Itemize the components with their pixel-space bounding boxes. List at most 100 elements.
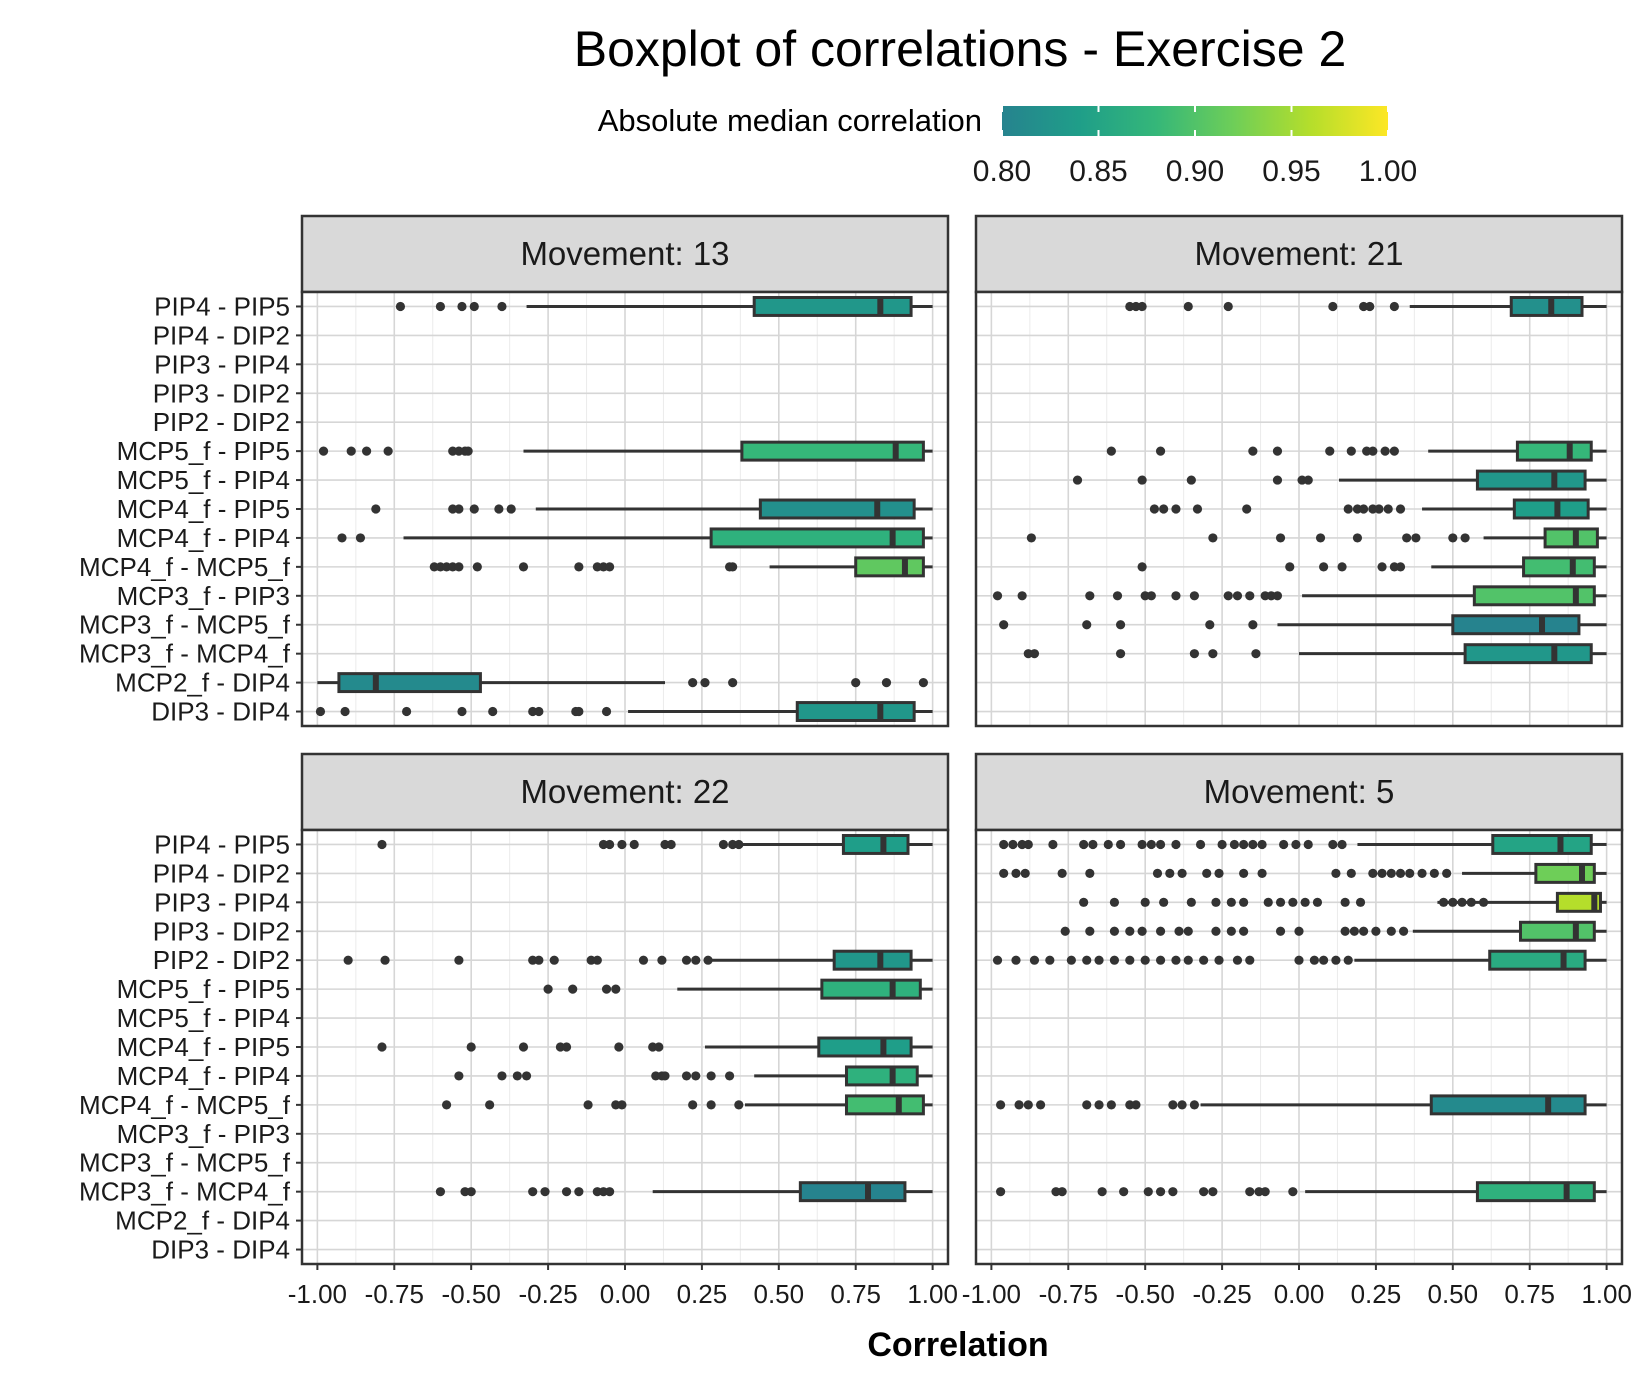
outlier-point xyxy=(1272,475,1283,485)
outlier-point xyxy=(1319,955,1329,965)
outlier-point xyxy=(1159,504,1169,514)
outlier-point xyxy=(1328,839,1338,850)
outlier-point xyxy=(1017,591,1027,601)
outlier-point xyxy=(561,1187,572,1197)
box-iqr xyxy=(841,833,910,855)
outlier-point xyxy=(1186,475,1196,485)
outlier-point xyxy=(1242,504,1252,514)
outlier-point xyxy=(1014,1100,1024,1110)
outlier-point xyxy=(1263,897,1273,907)
x-tick-label: 0.50 xyxy=(754,1279,805,1309)
outlier-point xyxy=(681,955,692,965)
outlier-point xyxy=(1137,301,1147,312)
box-iqr xyxy=(1491,833,1593,855)
outlier-point xyxy=(1248,620,1258,630)
y-tick-label: PIP3 - DIP2 xyxy=(153,916,290,946)
outlier-point xyxy=(1171,839,1181,850)
x-tick-label: 0.25 xyxy=(677,1279,728,1309)
box-mcp3-f-mcp4-f xyxy=(1023,643,1607,665)
outlier-point xyxy=(1029,649,1040,659)
outlier-point xyxy=(666,839,676,850)
outlier-point xyxy=(703,955,713,965)
outlier-point xyxy=(1457,897,1467,907)
outlier-point xyxy=(1171,504,1181,514)
outlier-point xyxy=(574,706,584,717)
outlier-point xyxy=(1294,955,1304,965)
box-mcp4-f-mcp5-f xyxy=(441,1094,933,1116)
box-pip3-pip4 xyxy=(1079,891,1607,913)
outlier-point xyxy=(1155,839,1166,850)
outlier-point xyxy=(1171,591,1181,601)
outlier-point xyxy=(521,1071,532,1081)
outlier-point xyxy=(654,1042,664,1052)
box-dip3-dip4 xyxy=(315,701,933,723)
box-pip2-dip2 xyxy=(343,949,933,971)
outlier-point xyxy=(1429,868,1439,879)
box-iqr xyxy=(1429,1094,1587,1116)
box-mcp3-f-pip3 xyxy=(992,585,1607,607)
outlier-point xyxy=(1214,955,1224,965)
outlier-point xyxy=(1248,839,1258,850)
y-tick-label: MCP4_f - PIP5 xyxy=(117,494,290,524)
box-pip2-dip2 xyxy=(992,949,1607,971)
outlier-point xyxy=(734,839,744,850)
outlier-point xyxy=(657,955,667,965)
outlier-point xyxy=(1272,446,1283,456)
outlier-point xyxy=(1137,839,1147,850)
y-tick-label: MCP4_f - PIP4 xyxy=(117,523,290,553)
y-tick-label: MCP5_f - PIP5 xyxy=(117,974,290,1004)
outlier-point xyxy=(534,955,544,965)
outlier-point xyxy=(1125,955,1135,965)
outlier-point xyxy=(1106,1100,1116,1110)
outlier-point xyxy=(1331,955,1341,965)
outlier-point xyxy=(1214,868,1224,879)
outlier-point xyxy=(1115,620,1126,630)
y-tick-label: MCP4_f - PIP4 xyxy=(117,1061,290,1091)
facet-strip xyxy=(300,752,950,832)
outlier-point xyxy=(1383,504,1393,514)
box-iqr xyxy=(844,1065,919,1087)
outlier-point xyxy=(1195,839,1206,850)
facet-strip xyxy=(974,752,1624,832)
outlier-point xyxy=(1094,955,1104,965)
outlier-point xyxy=(1257,868,1267,879)
outlier-point xyxy=(485,1100,495,1110)
outlier-point xyxy=(1343,955,1353,965)
outlier-point xyxy=(999,620,1009,630)
outlier-point xyxy=(1232,955,1243,965)
outlier-point xyxy=(1294,926,1304,936)
y-tick-label: MCP4_f - MCP5_f xyxy=(79,1090,291,1120)
outlier-point xyxy=(996,1187,1006,1197)
outlier-point xyxy=(1085,868,1095,879)
y-tick-label: DIP3 - DIP4 xyxy=(151,697,290,727)
outlier-point xyxy=(1402,533,1412,543)
outlier-point xyxy=(611,984,621,994)
x-tick-label: -1.00 xyxy=(288,1279,347,1309)
outlier-point xyxy=(1208,649,1218,659)
outlier-point xyxy=(1239,839,1249,850)
outlier-point xyxy=(1029,955,1040,965)
facet-panel-movement-21: Movement: 21 xyxy=(974,214,1624,728)
box-iqr xyxy=(832,949,913,971)
box-mcp4-f-pip5 xyxy=(377,1036,933,1058)
box-mcp5-f-pip5 xyxy=(543,978,933,1000)
box-iqr xyxy=(1451,614,1581,636)
outlier-point xyxy=(506,504,516,514)
box-pip4-pip5 xyxy=(377,833,933,855)
outlier-point xyxy=(1395,868,1406,879)
box-iqr xyxy=(1475,1181,1596,1203)
outlier-point xyxy=(435,1187,446,1197)
outlier-point xyxy=(614,1042,624,1052)
outlier-point xyxy=(1088,839,1098,850)
outlier-point xyxy=(601,706,612,717)
outlier-point xyxy=(1340,897,1350,907)
outlier-point xyxy=(605,562,615,572)
outlier-point xyxy=(1103,839,1113,850)
outlier-point xyxy=(1239,926,1249,936)
y-tick-label: MCP4_f - MCP5_f xyxy=(79,552,291,582)
outlier-point xyxy=(999,868,1009,879)
outlier-point xyxy=(1208,1187,1218,1197)
